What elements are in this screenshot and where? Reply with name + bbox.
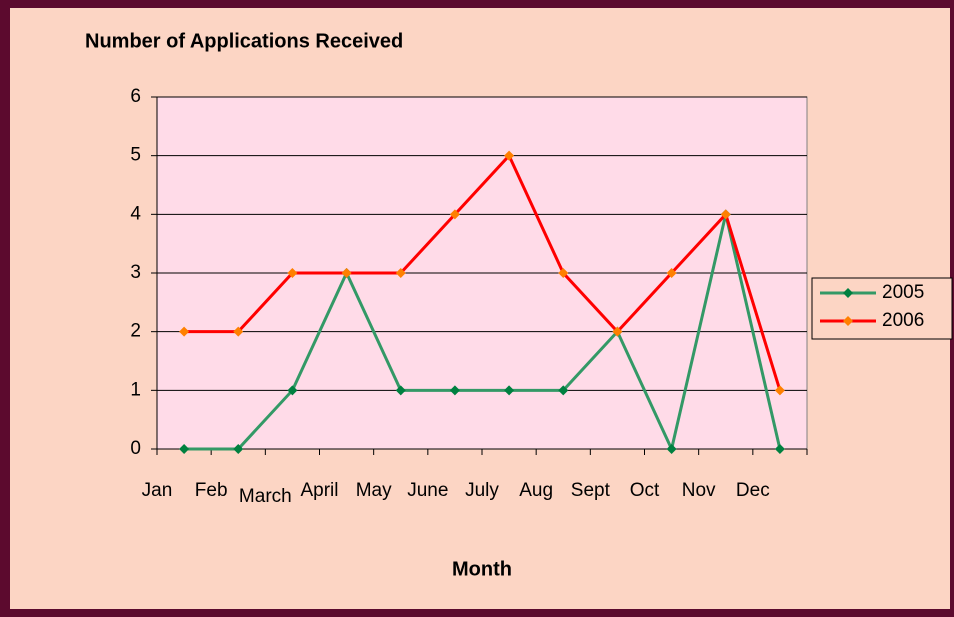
marker [449, 209, 460, 220]
chart-title: Number of Applications Received [85, 30, 403, 52]
x-tick-label: June [407, 480, 448, 501]
marker [395, 385, 406, 396]
y-tick-label: 1 [130, 379, 141, 400]
legend-label: 2006 [882, 310, 924, 331]
y-tick-label: 4 [130, 203, 141, 224]
marker [287, 385, 298, 396]
x-tick-label: April [300, 480, 338, 501]
marker [558, 268, 569, 278]
y-tick-label: 3 [130, 262, 141, 283]
legend-marker [843, 316, 853, 326]
marker [504, 150, 515, 161]
marker [287, 268, 298, 278]
legend-marker [843, 288, 853, 298]
x-axis-title: Month [452, 558, 512, 580]
x-tick-label: Jan [142, 480, 173, 501]
marker [774, 444, 785, 454]
y-tick-label: 0 [130, 438, 141, 459]
x-tick-label: Feb [195, 480, 228, 501]
series-line [184, 152, 782, 391]
marker [666, 268, 677, 278]
marker [179, 326, 190, 337]
legend [811, 277, 953, 340]
series-line [184, 213, 782, 454]
marker [558, 385, 569, 396]
x-tick-label: Nov [682, 480, 716, 501]
marker [504, 385, 515, 396]
marker [612, 326, 623, 337]
marker [341, 268, 352, 278]
y-tick-label: 5 [130, 145, 141, 166]
marker [774, 385, 785, 396]
x-tick-label: May [356, 480, 392, 501]
marker [395, 268, 406, 278]
marker [179, 444, 190, 454]
legend-label: 2005 [882, 282, 924, 303]
x-tick-label: March [239, 486, 292, 507]
x-tick-label: Oct [630, 480, 660, 501]
marker [666, 444, 677, 454]
y-tick-label: 2 [130, 321, 141, 342]
x-tick-label: Aug [519, 480, 553, 501]
x-tick-label: Dec [736, 480, 770, 501]
marker [233, 444, 244, 454]
y-tick-label: 6 [130, 86, 141, 107]
x-tick-label: Sept [571, 480, 611, 501]
marker [449, 385, 460, 396]
marker [720, 209, 731, 220]
x-tick-label: July [465, 480, 499, 501]
marker [233, 326, 244, 337]
